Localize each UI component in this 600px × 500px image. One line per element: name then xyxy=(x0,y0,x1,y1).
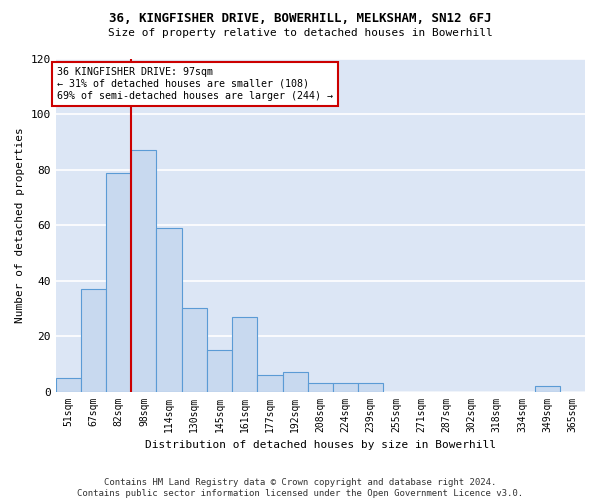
Bar xyxy=(358,383,383,392)
Bar xyxy=(56,378,81,392)
Bar xyxy=(333,383,358,392)
X-axis label: Distribution of detached houses by size in Bowerhill: Distribution of detached houses by size … xyxy=(145,440,496,450)
Text: Size of property relative to detached houses in Bowerhill: Size of property relative to detached ho… xyxy=(107,28,493,38)
Bar xyxy=(207,350,232,392)
Y-axis label: Number of detached properties: Number of detached properties xyxy=(15,128,25,323)
Text: 36, KINGFISHER DRIVE, BOWERHILL, MELKSHAM, SN12 6FJ: 36, KINGFISHER DRIVE, BOWERHILL, MELKSHA… xyxy=(109,12,491,26)
Bar xyxy=(283,372,308,392)
Bar xyxy=(131,150,157,392)
Bar xyxy=(257,375,283,392)
Bar xyxy=(106,172,131,392)
Bar xyxy=(182,308,207,392)
Text: 36 KINGFISHER DRIVE: 97sqm
← 31% of detached houses are smaller (108)
69% of sem: 36 KINGFISHER DRIVE: 97sqm ← 31% of deta… xyxy=(57,68,333,100)
Bar xyxy=(157,228,182,392)
Bar xyxy=(535,386,560,392)
Text: Contains HM Land Registry data © Crown copyright and database right 2024.
Contai: Contains HM Land Registry data © Crown c… xyxy=(77,478,523,498)
Bar xyxy=(308,383,333,392)
Bar xyxy=(81,289,106,392)
Bar xyxy=(232,316,257,392)
